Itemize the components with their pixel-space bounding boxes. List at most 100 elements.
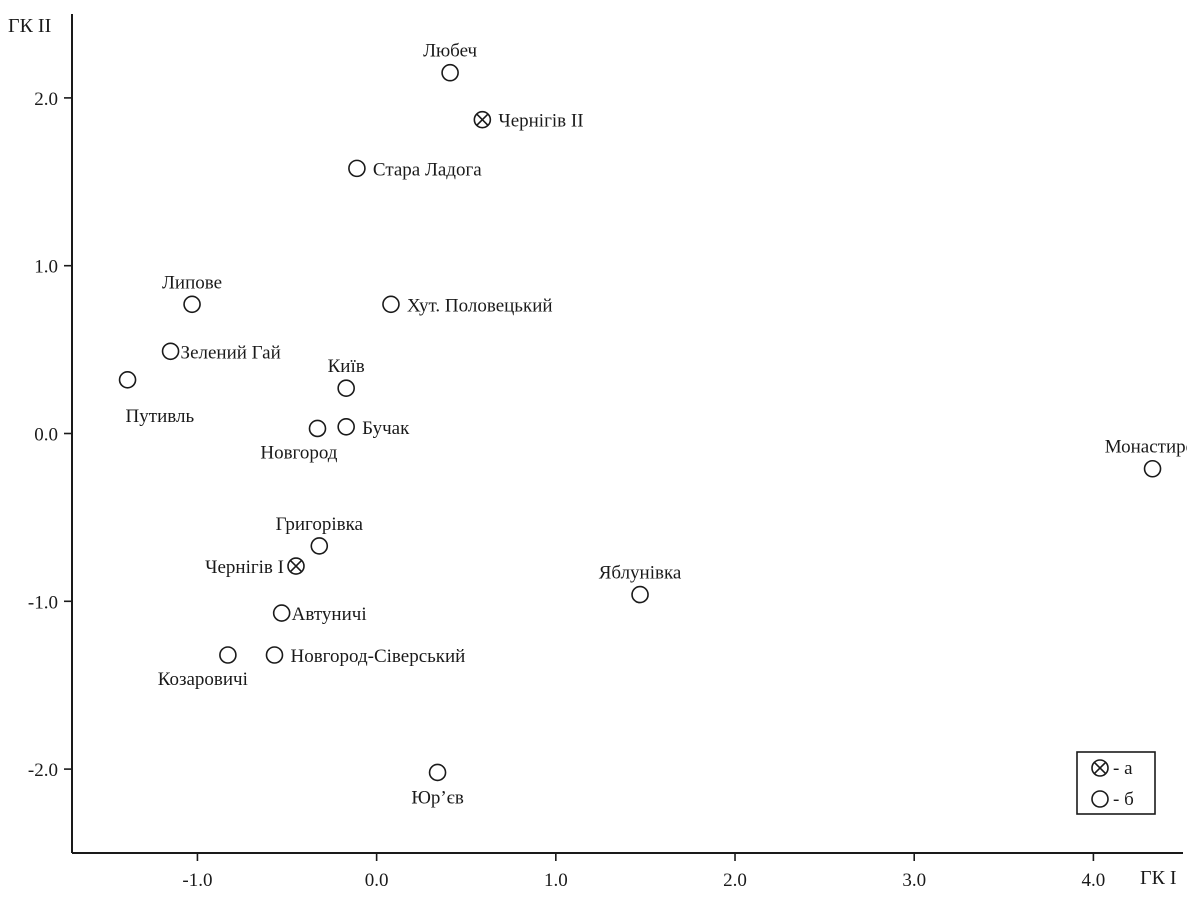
x-ticks: -1.0 0.0 1.0 2.0 3.0 4.0 [182,853,1105,891]
data-point: Хут. Половецький [382,295,553,316]
marker-circle [348,159,366,178]
circle-marker [161,342,180,361]
data-point: Зелений Гай [161,342,281,363]
crossed-circle-marker [287,557,305,575]
data-point: Любеч [423,41,478,82]
data-point: Козаровичі [158,646,248,690]
legend: - а - б [1076,751,1156,815]
circle-marker [1143,459,1162,478]
circle-marker [308,419,327,438]
point-label: Любеч [423,41,477,62]
circle-marker [428,763,447,782]
data-points: Любеч Чернігів II Стара Ладога Липове Хут. П… [118,41,1187,808]
circle-marker [310,537,329,555]
data-point: Автуничі [272,604,367,625]
marker-circle [118,371,137,389]
data-point: Липове [162,272,222,314]
y-tick-label: -1.0 [28,592,58,613]
circle-marker [337,417,355,436]
point-label: Бучак [362,418,410,439]
y-tick-label: 0.0 [34,425,58,446]
legend-box [1076,751,1156,815]
circle-marker [183,295,201,314]
data-point: Григорівка [276,514,364,555]
legend-label: - а [1113,758,1133,779]
point-label: Київ [328,356,365,377]
data-point: Бучак [337,417,410,439]
marker-circle [219,646,237,664]
marker-circle [337,417,355,436]
circle-marker [348,159,366,178]
legend-label: - б [1113,789,1134,810]
legend-circle-marker [1091,790,1109,808]
point-label: Стара Ладога [373,159,482,180]
marker-circle [183,295,201,314]
data-point: Яблунівка [599,563,682,604]
marker-circle [631,585,649,604]
point-label: Монастирок [1105,437,1187,458]
marker-circle [1143,459,1162,478]
x-tick-label: 1.0 [544,870,568,891]
marker-circle [272,604,291,622]
x-tick-label: 4.0 [1082,870,1106,891]
marker-circle [441,63,459,82]
data-point: Путивль [118,371,195,427]
point-label: Юр’єв [411,787,464,808]
marker-cross [289,559,303,573]
point-label: Автуничі [292,604,367,625]
data-point: Новгород [260,419,338,463]
marker-circle [308,419,327,438]
point-label: Козаровичі [158,669,248,690]
point-label: Яблунівка [599,563,682,584]
x-axis-label: ГК I [1140,867,1177,889]
x-tick-label: 0.0 [365,870,389,891]
axes [71,14,1183,854]
x-tick-label: 3.0 [902,870,926,891]
y-tick-label: 1.0 [34,257,58,278]
data-point: Стара Ладога [348,159,482,180]
circle-marker [118,371,137,389]
crossed-circle-marker [473,110,492,129]
circle-marker [441,63,459,82]
circle-marker [272,604,291,622]
point-label: Григорівка [276,514,364,535]
point-label: Липове [162,272,222,293]
point-label: Зелений Гай [181,342,281,363]
point-label: Новгород-Сіверський [290,646,465,667]
circle-marker [631,585,649,604]
data-point: Монастирок [1105,437,1187,478]
data-point: Юр’єв [411,763,464,808]
marker-circle [337,379,355,397]
legend-crossed-circle-marker [1091,759,1109,777]
x-tick-label: -1.0 [182,870,212,891]
y-ticks: 2.0 1.0 0.0 -1.0 -2.0 [28,89,72,781]
marker-cross [476,113,489,126]
data-point: Київ [328,356,365,397]
legend-item: - б [1091,789,1134,810]
circle-marker [382,295,400,314]
circle-marker [265,646,284,664]
marker-circle [161,342,180,361]
marker-circle [1091,790,1109,808]
x-tick-label: 2.0 [723,870,747,891]
marker-circle [428,763,447,782]
data-point: Чернігів II [473,110,584,132]
circle-marker [337,379,355,397]
y-tick-label: -2.0 [28,760,58,781]
data-point: Чернігів I [205,557,305,578]
y-tick-label: 2.0 [34,89,58,110]
point-label: Чернігів I [205,557,284,578]
point-label: Путивль [126,406,195,427]
point-label: Чернігів II [498,111,583,132]
point-label: Хут. Половецький [407,295,553,316]
point-label: Новгород [260,442,337,463]
marker-cross [1093,761,1107,775]
marker-circle [382,295,400,314]
circle-marker [219,646,237,664]
marker-circle [310,537,329,555]
data-point: Новгород-Сіверський [265,646,465,667]
legend-item: - а [1091,758,1133,779]
marker-circle [265,646,284,664]
y-axis-label: ГК II [8,15,51,37]
